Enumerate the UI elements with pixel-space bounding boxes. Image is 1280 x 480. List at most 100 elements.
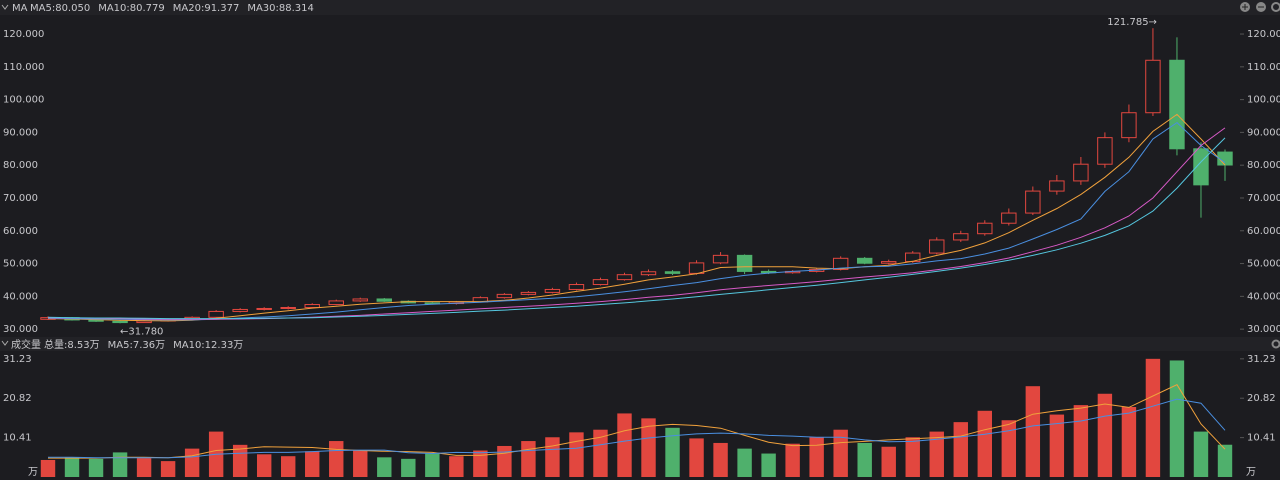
candle-body [832,257,849,270]
volume-bar [545,437,560,477]
volume-bar [112,452,128,477]
candle-body [1049,180,1065,192]
ma-line [47,137,1226,320]
candle-body [1169,59,1185,150]
candle-body [568,284,585,290]
candle-body [688,262,705,274]
add-icon [1242,4,1248,10]
volume-bar [1169,360,1185,477]
volume-bar [1145,358,1161,477]
y-tick-label: 50.000 [3,259,38,270]
legend-entry: MA30:88.314 [247,3,314,14]
unit-label: 万 [28,467,38,478]
candle-body [712,254,729,264]
volume-bar [953,422,968,477]
volume-bar [977,410,993,477]
indicator-title[interactable]: MA [12,3,28,14]
candle-body [1073,163,1089,182]
y-tick-label: 40.000 [3,291,38,302]
volume-bar [401,458,416,477]
y-tick-label: 60.000 [3,226,38,237]
y-tick-label: 10.41 [3,433,32,444]
legend-entry: MA5:7.36万 [108,340,165,351]
y-tick-label: 70.000 [1247,193,1280,204]
dropdown-caret[interactable] [1,4,9,10]
volume-bar [184,448,200,477]
y-tick-label: 20.82 [3,393,32,404]
volume-bar [785,443,800,477]
volume-bar [1121,407,1137,477]
candle-body [376,298,392,302]
volume-bar [1073,405,1089,477]
y-tick-label: 120.000 [1247,29,1280,40]
volume-bar [305,451,320,477]
volume-bar [280,456,296,477]
volume-bar [1097,393,1113,477]
y-tick-label: 80.000 [3,160,38,171]
volume-bar [353,450,368,477]
candle-body [136,320,152,324]
volume-bar [521,441,536,477]
volume-bar [425,453,440,477]
min-annotation: ←31.780 [120,326,163,337]
y-tick-label: 80.000 [1247,160,1280,171]
y-tick-label: 20.82 [1247,393,1276,404]
dropdown-caret[interactable] [1,340,9,346]
y-tick-label: 40.000 [1247,291,1280,302]
y-tick-label: 31.23 [3,354,32,365]
legend-entry: MA20:91.377 [173,3,240,14]
candle-body [1145,59,1161,114]
candle-body [1001,212,1017,224]
volume-ma-line [48,398,1226,459]
y-tick-label: 100.000 [1247,95,1280,106]
volume-bar [329,441,344,477]
volume-bar [665,427,680,477]
volume-bar-header [0,337,1280,351]
volume-bar [905,437,920,477]
candle-body [1025,190,1041,214]
volume-bar [761,453,776,477]
volume-bar [1193,431,1209,477]
volume-bar [1025,386,1041,477]
y-tick-label: 90.000 [3,127,38,138]
y-tick-label: 110.000 [3,62,44,73]
candle-body [1121,112,1137,139]
ma-line [47,121,1226,321]
volume-bar [377,457,392,477]
volume-bar [737,448,752,477]
candle-body [856,257,873,264]
candle-body [256,307,272,310]
candle-body [616,274,633,281]
volume-bar [857,442,872,477]
candle-body [640,271,657,276]
candle-body [664,271,681,274]
volume-bar [160,461,176,477]
volume-bar [473,450,488,477]
y-tick-label: 30.000 [1247,324,1280,335]
volume-bar [713,442,728,477]
volume-bar [1049,414,1065,477]
volume-bar [1217,444,1233,477]
y-tick-label: 50.000 [1247,259,1280,270]
volume-bar [689,438,704,477]
candle-body [280,306,296,309]
candle-body [304,304,320,308]
volume-bar [593,429,608,477]
candle-body [232,308,248,312]
legend-entry: MA10:80.779 [98,3,165,14]
candle-body [112,320,128,324]
y-tick-label: 90.000 [1247,127,1280,138]
candle-body [328,300,344,306]
candle-body [352,298,368,302]
unit-label: 万 [1246,467,1256,478]
volume-bar [569,432,584,477]
volume-bar [88,458,104,477]
candle-body [736,254,753,272]
volume-bar [136,458,152,477]
candle-body [1097,137,1113,165]
settings-button[interactable] [1271,2,1280,12]
volume-bar [40,459,56,477]
volume-title[interactable]: 成交量 [11,338,41,351]
y-tick-label: 10.41 [1247,433,1276,444]
